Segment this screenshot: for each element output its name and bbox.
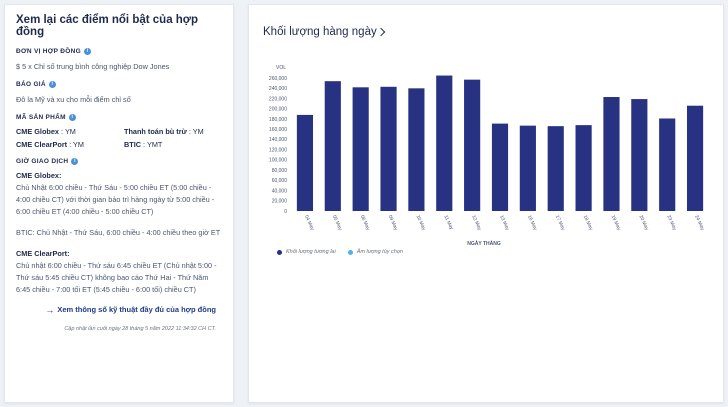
legend-item-options[interactable]: Âm lượng tùy chọn xyxy=(347,249,403,255)
x-axis-label: NGÀY THÁNG xyxy=(467,240,501,247)
daily-volume-title[interactable]: Khối lượng hàng ngày xyxy=(263,26,385,38)
globex-hours-title: CME Globex: xyxy=(16,171,62,180)
bar xyxy=(491,123,509,211)
info-icon[interactable]: i xyxy=(68,114,76,121)
x-tick-label: 11 May xyxy=(442,214,454,231)
y-tick-label: 100,000 xyxy=(269,158,287,164)
x-tick-label: 17 May xyxy=(554,214,566,231)
arrow-right-icon: → xyxy=(45,304,55,315)
unit-text: $ 5 x Chỉ số trung bình công nghiệp Dow … xyxy=(16,62,170,71)
btic-hours-text: BTIC: Chủ Nhật - Thứ Sáu, 6:00 chiều - 4… xyxy=(16,228,221,238)
x-tick-label: 05 May xyxy=(331,214,343,231)
product-code-item: CME ClearPort : YM xyxy=(16,140,84,149)
x-tick-label: 19 May xyxy=(610,214,622,231)
contract-highlights-title: Xem lại các điểm nổi bật của hợp đồng xyxy=(16,14,199,38)
quote-text: Đô la Mỹ và xu cho mỗi điểm chỉ số xyxy=(16,95,131,104)
quote-section-label: BÁO GIÁ i xyxy=(16,81,224,88)
bar xyxy=(352,87,369,211)
full-specs-link-label: Xem thông số kỹ thuật đầy đủ của hợp đồn… xyxy=(57,305,216,315)
bar xyxy=(436,75,453,211)
y-tick-label: 40,000 xyxy=(272,188,288,194)
y-tick-label: 180,000 xyxy=(269,117,287,123)
bar xyxy=(575,125,592,211)
y-tick-label: 240,000 xyxy=(269,86,287,92)
x-tick-label: 16 May xyxy=(526,214,538,231)
bar xyxy=(519,125,536,211)
clearport-hours-text: Chủ nhật 6:00 chiều - Thứ sáu 6:45 chiều… xyxy=(16,261,217,294)
y-tick-label: 0 xyxy=(284,209,287,215)
info-icon[interactable]: i xyxy=(48,81,56,88)
contract-highlights-card: Xem lại các điểm nổi bật của hợp đồng ĐƠ… xyxy=(4,4,234,403)
x-tick-label: 04 May xyxy=(303,214,315,231)
x-tick-label: 10 May xyxy=(415,214,427,231)
bar xyxy=(603,97,620,211)
y-tick-label: 60,000 xyxy=(272,178,288,184)
bar xyxy=(324,81,341,211)
info-icon[interactable]: i xyxy=(83,48,91,55)
y-tick-label: 260,000 xyxy=(269,76,287,82)
y-tick-label: 220,000 xyxy=(269,96,287,102)
y-tick-label: 20,000 xyxy=(272,199,288,205)
y-tick-label: 160,000 xyxy=(269,127,287,133)
product-code-item: Thanh toán bù trừ : YM xyxy=(124,127,204,136)
y-tick-label: 140,000 xyxy=(269,137,287,143)
y-tick-label: 200,000 xyxy=(269,107,287,113)
x-tick-label: 12 May xyxy=(470,214,482,231)
daily-volume-card: Khối lượng hàng ngày VOL 0 20,000 40,000 60,… xyxy=(248,4,724,403)
bar xyxy=(686,105,704,211)
daily-volume-chart: VOL 0 20,000 40,000 60,000 80,000 100,000 120,0… xyxy=(269,65,706,247)
product-code-item: BTIC : YMT xyxy=(124,140,163,149)
x-tick-label: 09 May xyxy=(387,214,399,231)
x-tick-label: 18 May xyxy=(582,214,594,231)
legend-dot-options xyxy=(347,249,353,255)
bar xyxy=(296,114,314,211)
x-tick-label: 06 May xyxy=(359,214,371,231)
bar xyxy=(659,118,676,211)
last-updated-text: Cập nhật lần cuối ngày 28 tháng 5 năm 20… xyxy=(64,325,216,332)
unit-section-label: ĐƠN VỊ HỢP ĐỒNG i xyxy=(16,48,224,55)
legend-dot-volume xyxy=(277,249,282,255)
globex-hours-text: Chủ Nhật 6:00 chiều - Thứ Sáu - 5:00 chi… xyxy=(16,183,215,216)
chart-legend: Khối lượng tương lai Âm lượng tùy chọn xyxy=(277,249,415,255)
x-tick-label: 24 May xyxy=(693,214,705,231)
y-axis-label: VOL xyxy=(276,65,286,71)
trading-hours-section-label: GIỜ GIAO DỊCH i xyxy=(16,158,224,165)
bar xyxy=(547,126,564,211)
y-tick-label: 80,000 xyxy=(272,168,288,174)
bar xyxy=(631,99,648,211)
product-codes: CME Globex : YM Thanh toán bù trừ : YM C… xyxy=(16,127,224,149)
x-tick-label: 20 May xyxy=(638,214,650,231)
bar xyxy=(464,79,481,212)
bar xyxy=(380,86,397,211)
y-tick-label: 120,000 xyxy=(269,147,287,153)
product-code-section-label: MÃ SẢN PHẨM i xyxy=(16,114,224,121)
product-code-item: CME Globex : YM xyxy=(16,127,76,136)
info-icon[interactable]: i xyxy=(71,158,79,165)
legend-item-volume[interactable]: Khối lượng tương lai xyxy=(277,249,336,255)
clearport-hours-title: CME ClearPort: xyxy=(16,249,70,259)
x-tick-label: 13 May xyxy=(498,214,510,231)
full-specs-link[interactable]: → Xem thông số kỹ thuật đầy đủ của hợp đ… xyxy=(16,305,216,315)
bar xyxy=(408,88,425,211)
x-tick-label: 23 May xyxy=(665,214,677,231)
